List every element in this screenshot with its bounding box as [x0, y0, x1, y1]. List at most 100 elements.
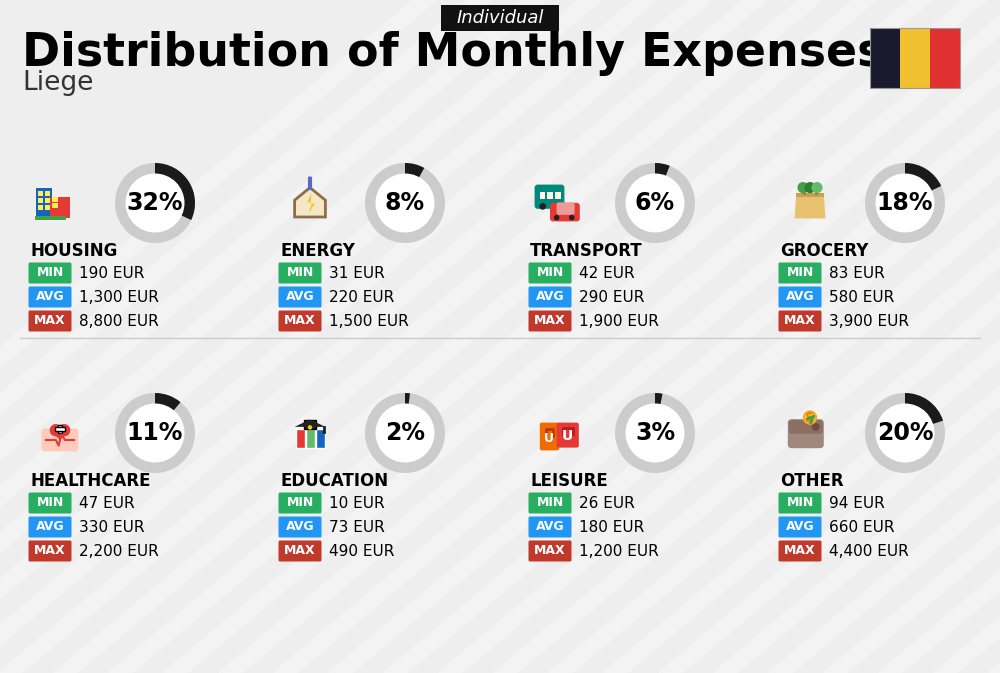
Text: U: U — [562, 429, 573, 443]
Text: 330 EUR: 330 EUR — [79, 520, 144, 534]
FancyBboxPatch shape — [778, 540, 822, 561]
Circle shape — [376, 404, 434, 462]
Circle shape — [876, 404, 934, 462]
Text: MAX: MAX — [34, 544, 66, 557]
Text: 2,200 EUR: 2,200 EUR — [79, 544, 159, 559]
Text: 8%: 8% — [385, 191, 425, 215]
Text: GROCERY: GROCERY — [780, 242, 868, 260]
FancyBboxPatch shape — [528, 493, 572, 513]
Text: 11%: 11% — [127, 421, 183, 445]
Circle shape — [58, 424, 70, 436]
FancyBboxPatch shape — [278, 287, 322, 308]
Text: MIN: MIN — [786, 497, 814, 509]
Wedge shape — [405, 163, 424, 178]
FancyBboxPatch shape — [528, 262, 572, 283]
Circle shape — [322, 431, 326, 434]
FancyBboxPatch shape — [296, 429, 305, 448]
FancyBboxPatch shape — [45, 205, 50, 210]
Text: MAX: MAX — [534, 314, 566, 328]
Wedge shape — [865, 393, 945, 473]
Text: 490 EUR: 490 EUR — [329, 544, 394, 559]
FancyBboxPatch shape — [528, 540, 572, 561]
Circle shape — [804, 411, 816, 424]
Wedge shape — [655, 393, 662, 404]
Text: 180 EUR: 180 EUR — [579, 520, 644, 534]
FancyBboxPatch shape — [778, 310, 822, 332]
FancyBboxPatch shape — [55, 427, 65, 431]
Circle shape — [804, 182, 816, 193]
Text: OTHER: OTHER — [780, 472, 844, 490]
FancyBboxPatch shape — [778, 516, 822, 538]
Text: MIN: MIN — [36, 267, 64, 279]
Text: 18%: 18% — [877, 191, 933, 215]
Wedge shape — [155, 393, 180, 411]
FancyBboxPatch shape — [528, 516, 572, 538]
Wedge shape — [365, 163, 445, 243]
Wedge shape — [615, 393, 695, 473]
Circle shape — [550, 203, 557, 210]
Polygon shape — [295, 188, 325, 217]
Text: AVG: AVG — [36, 291, 64, 304]
FancyBboxPatch shape — [58, 425, 62, 433]
Text: 1,900 EUR: 1,900 EUR — [579, 314, 659, 328]
FancyBboxPatch shape — [28, 516, 72, 538]
Polygon shape — [50, 431, 70, 440]
Text: Individual: Individual — [456, 9, 544, 27]
FancyBboxPatch shape — [278, 540, 322, 561]
Text: 10 EUR: 10 EUR — [329, 495, 385, 511]
Text: 660 EUR: 660 EUR — [829, 520, 895, 534]
FancyBboxPatch shape — [304, 421, 316, 429]
Text: AVG: AVG — [786, 520, 814, 534]
FancyBboxPatch shape — [42, 429, 78, 452]
Circle shape — [554, 215, 559, 220]
Circle shape — [797, 182, 809, 193]
FancyBboxPatch shape — [778, 493, 822, 513]
Text: MAX: MAX — [784, 544, 816, 557]
Text: Liege: Liege — [22, 70, 93, 96]
Wedge shape — [115, 163, 195, 243]
FancyBboxPatch shape — [28, 310, 72, 332]
FancyBboxPatch shape — [278, 516, 322, 538]
Text: HEALTHCARE: HEALTHCARE — [30, 472, 150, 490]
Wedge shape — [655, 163, 670, 176]
Text: TRANSPORT: TRANSPORT — [530, 242, 643, 260]
Text: Distribution of Monthly Expenses: Distribution of Monthly Expenses — [22, 30, 884, 75]
FancyBboxPatch shape — [28, 262, 72, 283]
Text: AVG: AVG — [786, 291, 814, 304]
Text: U: U — [544, 431, 554, 445]
FancyBboxPatch shape — [38, 191, 43, 196]
Text: 580 EUR: 580 EUR — [829, 289, 894, 304]
FancyBboxPatch shape — [557, 423, 579, 448]
FancyBboxPatch shape — [441, 5, 559, 31]
FancyBboxPatch shape — [540, 192, 545, 199]
Text: $: $ — [805, 411, 815, 425]
Circle shape — [308, 176, 312, 180]
Text: MAX: MAX — [784, 314, 816, 328]
Text: MAX: MAX — [284, 544, 316, 557]
Wedge shape — [115, 393, 195, 473]
Text: 32%: 32% — [127, 191, 183, 215]
FancyBboxPatch shape — [36, 188, 52, 219]
Circle shape — [50, 424, 62, 436]
Text: 6%: 6% — [635, 191, 675, 215]
Text: AVG: AVG — [286, 520, 314, 534]
FancyBboxPatch shape — [550, 203, 580, 221]
FancyBboxPatch shape — [35, 217, 66, 220]
Text: 1,200 EUR: 1,200 EUR — [579, 544, 659, 559]
Text: 2%: 2% — [385, 421, 425, 445]
Circle shape — [626, 174, 684, 232]
Text: 26 EUR: 26 EUR — [579, 495, 635, 511]
Circle shape — [376, 174, 434, 232]
Circle shape — [569, 215, 575, 220]
Text: 1,300 EUR: 1,300 EUR — [79, 289, 159, 304]
FancyBboxPatch shape — [778, 287, 822, 308]
FancyBboxPatch shape — [788, 419, 824, 448]
Text: 42 EUR: 42 EUR — [579, 266, 635, 281]
FancyBboxPatch shape — [930, 28, 960, 88]
Circle shape — [126, 404, 184, 462]
Text: 8,800 EUR: 8,800 EUR — [79, 314, 159, 328]
Text: MIN: MIN — [286, 267, 314, 279]
Text: AVG: AVG — [536, 291, 564, 304]
Wedge shape — [155, 163, 195, 220]
Text: AVG: AVG — [286, 291, 314, 304]
